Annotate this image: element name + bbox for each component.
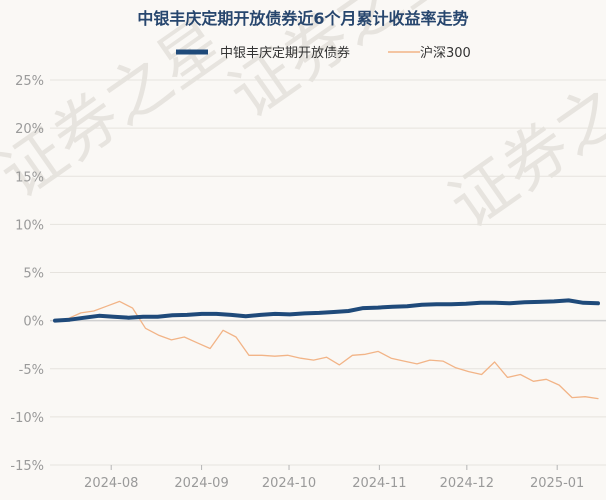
y-tick-label: 15% <box>15 170 44 185</box>
y-tick-label: 10% <box>15 218 44 233</box>
grid <box>50 79 606 466</box>
x-tick-label: 2024-11 <box>352 476 406 491</box>
y-tick-label: 20% <box>15 122 44 137</box>
series-layer <box>53 298 600 400</box>
x-tick-label: 2024-12 <box>440 476 494 491</box>
y-tick-label: 25% <box>15 74 44 89</box>
legend: 中银丰庆定期开放债券 沪深300 <box>176 45 471 61</box>
x-tick-label: 2025-01 <box>530 476 584 491</box>
watermark-text: 证券之星 <box>437 36 606 243</box>
legend-label: 中银丰庆定期开放债券 <box>220 45 350 61</box>
x-tick-label: 2024-08 <box>84 476 138 491</box>
y-tick-label: -10% <box>10 411 44 426</box>
legend-label: 沪深300 <box>420 45 471 61</box>
y-tick-label: 5% <box>23 267 44 282</box>
chart-title: 中银丰庆定期开放债券近6个月累计收益率走势 <box>137 9 468 28</box>
x-axis: 2024-08 2024-09 2024-10 2024-11 2024-12 2025-… <box>84 465 584 491</box>
series-line-fund <box>53 298 600 323</box>
y-tick-label: 0% <box>23 315 44 330</box>
x-tick-label: 2024-09 <box>174 476 228 491</box>
y-axis: 25% 20% 15% 10% 5% 0% -5% -10% -15% <box>10 74 44 474</box>
y-tick-label: -15% <box>10 459 44 474</box>
x-tick-label: 2024-10 <box>262 476 316 491</box>
series-line-index <box>54 300 599 400</box>
y-tick-label: -5% <box>19 363 44 378</box>
